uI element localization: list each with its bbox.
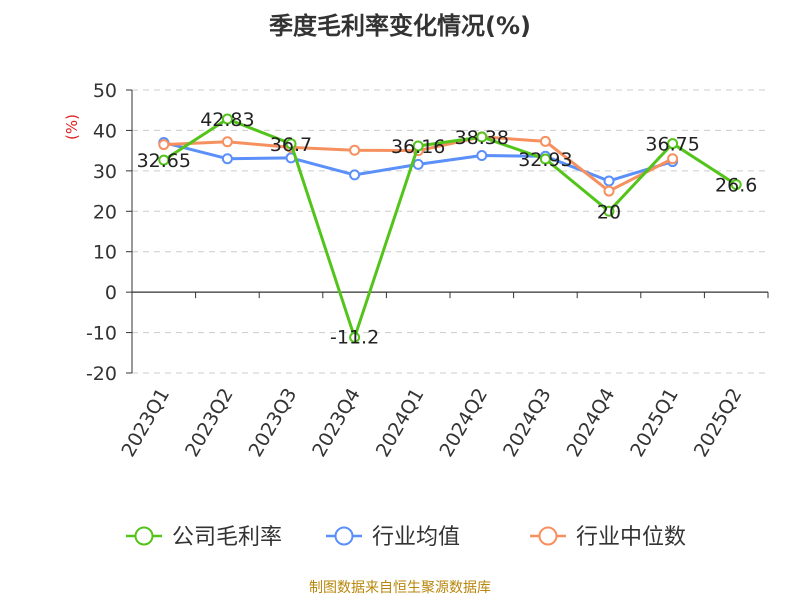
y-tick-label: 10 [93, 242, 117, 264]
data-point [667, 138, 679, 150]
data-point [221, 153, 233, 165]
x-tick-label: 2023Q3 [245, 385, 302, 461]
data-point [603, 175, 615, 187]
source-note: 制图数据来自恒生聚源数据库 [309, 580, 491, 596]
data-point [412, 140, 424, 152]
data-point [476, 131, 488, 143]
legend: 公司毛利率 行业均值 行业中位数 [126, 525, 686, 550]
data-point [603, 185, 615, 197]
legend-marker [334, 526, 354, 546]
x-tick-label: 2023Q2 [181, 385, 238, 461]
data-point [349, 331, 361, 343]
x-tick-label: 2024Q4 [563, 385, 620, 461]
x-tick-label: 2024Q1 [372, 385, 429, 461]
x-tick-label: 2024Q3 [499, 385, 556, 461]
data-point [539, 135, 551, 147]
data-label: -11.2 [330, 326, 379, 348]
series-line [162, 117, 738, 339]
x-tick-label: 2023Q1 [117, 385, 174, 461]
data-point [730, 179, 742, 191]
data-point [349, 144, 361, 156]
data-point [539, 153, 551, 165]
data-point [221, 136, 233, 148]
y-tick-label: 50 [93, 80, 117, 102]
y-tick-label: 0 [105, 282, 117, 304]
legend-label: 公司毛利率 [172, 525, 282, 550]
legend-label: 行业中位数 [576, 525, 686, 550]
data-point [221, 113, 233, 125]
data-label: 32.93 [518, 149, 572, 171]
series-layer [158, 113, 742, 343]
data-label: 38.38 [455, 127, 509, 149]
data-label: 36.16 [391, 136, 445, 158]
data-label: 36.75 [645, 134, 699, 156]
y-tick-label: -10 [86, 323, 117, 345]
data-label: 42.83 [200, 109, 254, 131]
data-point [603, 205, 615, 217]
data-point [667, 153, 679, 165]
data-point [158, 139, 170, 151]
x-tick-label: 2025Q1 [626, 385, 683, 461]
y-tick-label: 40 [93, 120, 117, 142]
data-label: 26.6 [715, 175, 757, 197]
x-tick-label: 2024Q2 [435, 385, 492, 461]
data-point [158, 154, 170, 166]
y-tick-label: -20 [86, 363, 117, 385]
data-point [476, 149, 488, 161]
y-axis-label: (%) [63, 114, 81, 140]
data-point [412, 158, 424, 170]
x-tick-label: 2023Q4 [308, 385, 365, 461]
chart-title: 季度毛利率变化情况(%) [269, 12, 531, 40]
data-label: 36.7 [270, 134, 312, 156]
data-label: 20 [597, 201, 621, 223]
legend-marker [134, 526, 154, 546]
legend-marker [538, 526, 558, 546]
x-tick-label: 2025Q2 [690, 385, 747, 461]
y-tick-label: 30 [93, 161, 117, 183]
legend-label: 行业均值 [372, 525, 460, 550]
grid-layer [132, 89, 768, 374]
data-label: 32.65 [137, 150, 191, 172]
data-point [349, 169, 361, 181]
data-point [285, 138, 297, 150]
y-tick-label: 20 [93, 201, 117, 223]
data-label-layer: 32.65 42.83 36.7 -11.2 36.16 38.38 32.93 20 36.7… [137, 109, 758, 348]
